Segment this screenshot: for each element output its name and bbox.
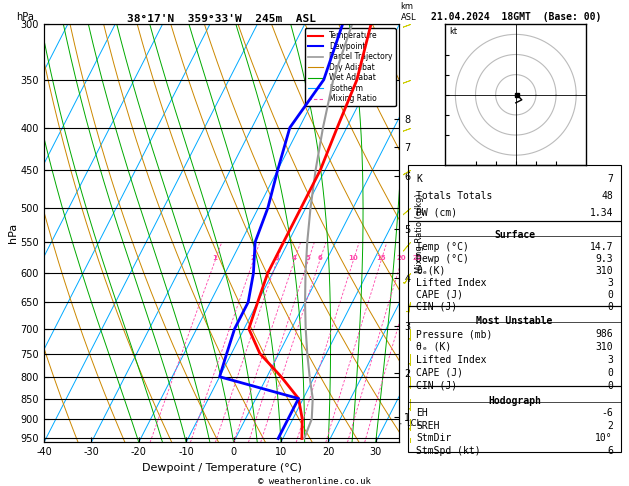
Text: 9.3: 9.3 bbox=[595, 254, 613, 264]
Text: CAPE (J): CAPE (J) bbox=[416, 368, 463, 378]
Text: 21.04.2024  18GMT  (Base: 00): 21.04.2024 18GMT (Base: 00) bbox=[431, 12, 601, 22]
Text: 25: 25 bbox=[413, 255, 422, 261]
Text: Surface: Surface bbox=[494, 230, 535, 240]
Text: 6: 6 bbox=[317, 255, 322, 261]
Text: 3: 3 bbox=[274, 255, 279, 261]
Text: θₑ(K): θₑ(K) bbox=[416, 266, 445, 276]
Text: -6: -6 bbox=[601, 408, 613, 418]
Title: 38°17'N  359°33'W  245m  ASL: 38°17'N 359°33'W 245m ASL bbox=[127, 14, 316, 23]
Text: hPa: hPa bbox=[16, 12, 33, 22]
Y-axis label: hPa: hPa bbox=[8, 223, 18, 243]
Text: 2: 2 bbox=[251, 255, 255, 261]
Text: 3: 3 bbox=[607, 355, 613, 365]
Text: Most Unstable: Most Unstable bbox=[476, 316, 553, 326]
Text: 0: 0 bbox=[607, 302, 613, 312]
Text: CIN (J): CIN (J) bbox=[416, 381, 457, 391]
Text: Dewp (°C): Dewp (°C) bbox=[416, 254, 469, 264]
Text: 310: 310 bbox=[595, 342, 613, 352]
Text: 10°: 10° bbox=[595, 434, 613, 444]
Text: 7: 7 bbox=[607, 174, 613, 184]
Text: 2: 2 bbox=[607, 421, 613, 431]
Text: K: K bbox=[416, 174, 422, 184]
Text: PW (cm): PW (cm) bbox=[416, 208, 457, 218]
Text: 3: 3 bbox=[607, 278, 613, 288]
Text: CAPE (J): CAPE (J) bbox=[416, 290, 463, 300]
Text: 6: 6 bbox=[607, 446, 613, 456]
Text: 15: 15 bbox=[376, 255, 386, 261]
Text: Totals Totals: Totals Totals bbox=[416, 191, 493, 201]
Text: Temp (°C): Temp (°C) bbox=[416, 242, 469, 252]
Text: Hodograph: Hodograph bbox=[488, 396, 541, 406]
Text: 1: 1 bbox=[213, 255, 218, 261]
Text: EH: EH bbox=[416, 408, 428, 418]
Text: 0: 0 bbox=[607, 381, 613, 391]
Text: 20: 20 bbox=[396, 255, 406, 261]
Text: θₑ (K): θₑ (K) bbox=[416, 342, 452, 352]
Text: 5: 5 bbox=[306, 255, 310, 261]
X-axis label: Dewpoint / Temperature (°C): Dewpoint / Temperature (°C) bbox=[142, 463, 302, 473]
Text: 986: 986 bbox=[595, 329, 613, 339]
Text: SREH: SREH bbox=[416, 421, 440, 431]
Text: Pressure (mb): Pressure (mb) bbox=[416, 329, 493, 339]
Text: 4: 4 bbox=[292, 255, 297, 261]
Text: CIN (J): CIN (J) bbox=[416, 302, 457, 312]
Text: km
ASL: km ASL bbox=[401, 2, 416, 22]
Text: © weatheronline.co.uk: © weatheronline.co.uk bbox=[258, 477, 371, 486]
Legend: Temperature, Dewpoint, Parcel Trajectory, Dry Adiabat, Wet Adiabat, Isotherm, Mi: Temperature, Dewpoint, Parcel Trajectory… bbox=[304, 28, 396, 106]
Y-axis label: Mixing Ratio (g/kg): Mixing Ratio (g/kg) bbox=[415, 193, 424, 273]
Text: 310: 310 bbox=[595, 266, 613, 276]
Text: 48: 48 bbox=[601, 191, 613, 201]
Text: 0: 0 bbox=[607, 290, 613, 300]
Text: 1.34: 1.34 bbox=[589, 208, 613, 218]
Text: Lifted Index: Lifted Index bbox=[416, 278, 487, 288]
Text: kt: kt bbox=[449, 27, 457, 36]
Text: 10: 10 bbox=[348, 255, 358, 261]
Text: StmSpd (kt): StmSpd (kt) bbox=[416, 446, 481, 456]
Text: 0: 0 bbox=[607, 368, 613, 378]
Text: StmDir: StmDir bbox=[416, 434, 452, 444]
Text: Lifted Index: Lifted Index bbox=[416, 355, 487, 365]
Text: LCL: LCL bbox=[406, 419, 421, 428]
Text: 14.7: 14.7 bbox=[589, 242, 613, 252]
